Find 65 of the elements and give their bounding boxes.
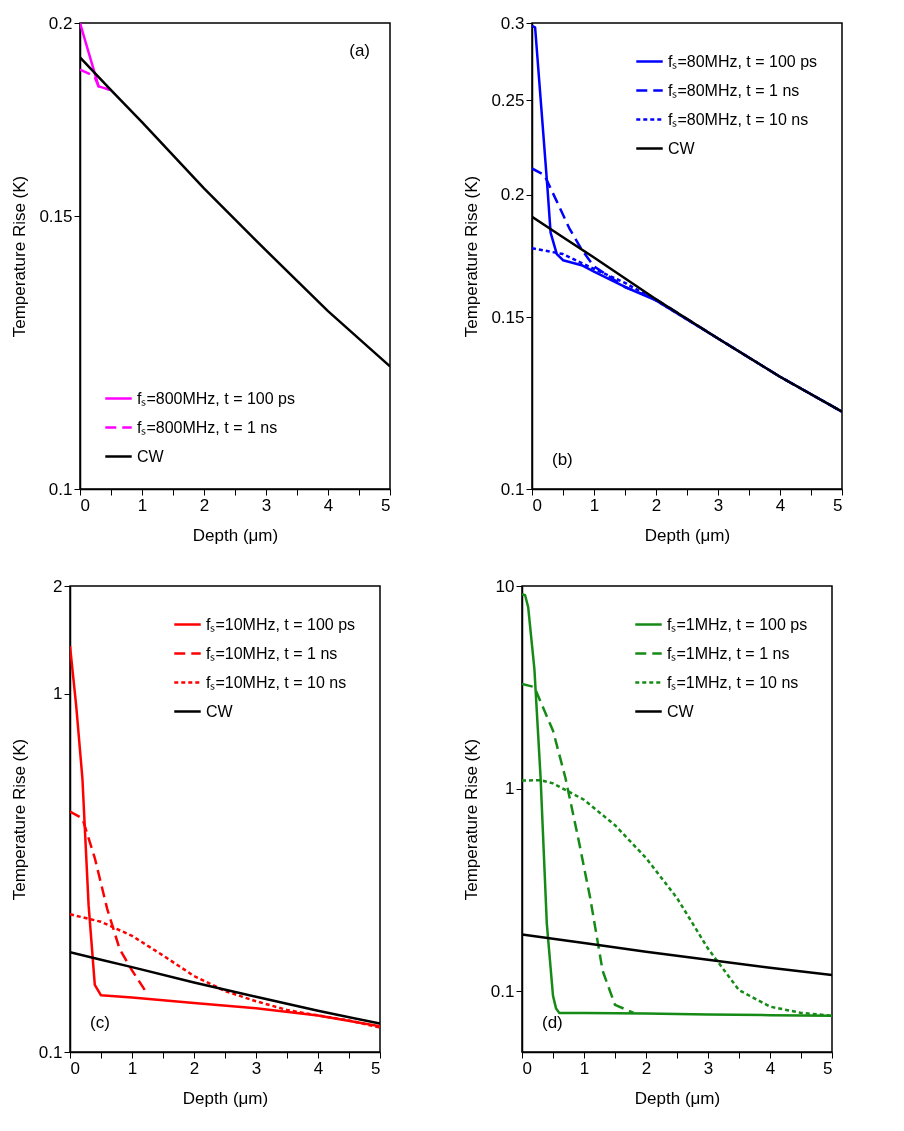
legend-label: fₛ=1MHz, t = 1 ns xyxy=(667,644,790,662)
x-tick-label: 4 xyxy=(775,495,786,515)
legend-label: fₛ=80MHz, t = 1 ns xyxy=(668,81,800,99)
x-tick-label: 2 xyxy=(199,495,210,515)
x-tick-label: 0 xyxy=(532,495,542,515)
x-tick-label: 3 xyxy=(251,1058,262,1078)
y-tick-label: 10 xyxy=(495,576,515,596)
x-axis-title: Depth (μm) xyxy=(644,525,731,545)
legend-label: fₛ=80MHz, t = 10 ns xyxy=(668,110,809,128)
x-tick-label: 4 xyxy=(323,495,334,515)
x-tick-label: 3 xyxy=(703,1058,714,1078)
annotation: (d) xyxy=(542,1013,563,1032)
legend-label: fₛ=1MHz, t = 10 ns xyxy=(667,673,799,691)
legend-label: fₛ=10MHz, t = 10 ns xyxy=(206,673,347,691)
y-tick-label: 1 xyxy=(505,779,515,799)
x-axis-title: Depth (μm) xyxy=(182,1088,269,1108)
legend-label: fₛ=10MHz, t = 1 ns xyxy=(206,644,338,662)
y-axis-title: Temperature Rise (K) xyxy=(462,175,482,338)
y-tick-label: 0.3 xyxy=(500,13,525,33)
y-axis-title: Temperature Rise (K) xyxy=(10,175,30,338)
x-tick-label: 2 xyxy=(641,1058,652,1078)
x-tick-label: 4 xyxy=(765,1058,776,1078)
annotation: (c) xyxy=(90,1013,110,1032)
legend-label: CW xyxy=(137,447,165,465)
y-tick-label: 0.15 xyxy=(39,206,73,226)
x-tick-label: 5 xyxy=(381,495,391,515)
x-tick-label: 5 xyxy=(371,1058,381,1078)
legend-label: CW xyxy=(667,702,695,720)
legend-label: CW xyxy=(206,702,234,720)
y-tick-label: 2 xyxy=(53,576,63,596)
legend-label: CW xyxy=(668,139,696,157)
y-tick-label: 0.15 xyxy=(491,307,525,327)
x-tick-label: 1 xyxy=(137,495,148,515)
x-tick-label: 5 xyxy=(823,1058,833,1078)
y-axis-title: Temperature Rise (K) xyxy=(9,738,29,901)
x-axis-title: Depth (μm) xyxy=(192,525,279,545)
y-tick-label: 1 xyxy=(53,684,63,704)
legend-label: fₛ=800MHz, t = 100 ps xyxy=(137,389,295,407)
x-tick-label: 0 xyxy=(70,1058,80,1078)
x-tick-label: 3 xyxy=(261,495,272,515)
annotation: (b) xyxy=(552,450,573,469)
y-axis-title: Temperature Rise (K) xyxy=(461,738,481,901)
x-tick-label: 2 xyxy=(189,1058,200,1078)
y-tick-label: 0.1 xyxy=(500,479,525,499)
x-tick-label: 3 xyxy=(713,495,724,515)
y-tick-label: 0.1 xyxy=(490,981,515,1001)
y-tick-label: 0.2 xyxy=(48,13,73,33)
legend-label: fₛ=10MHz, t = 100 ps xyxy=(206,615,356,633)
y-tick-label: 0.1 xyxy=(38,1042,63,1062)
x-tick-label: 2 xyxy=(651,495,662,515)
legend-label: fₛ=1MHz, t = 100 ps xyxy=(667,615,808,633)
x-tick-label: 5 xyxy=(833,495,843,515)
x-tick-label: 0 xyxy=(522,1058,532,1078)
y-tick-label: 0.25 xyxy=(491,90,525,110)
annotation: (a) xyxy=(349,41,370,60)
legend-label: fₛ=80MHz, t = 100 ps xyxy=(668,52,818,70)
x-tick-label: 1 xyxy=(579,1058,590,1078)
x-tick-label: 4 xyxy=(313,1058,324,1078)
y-tick-label: 0.2 xyxy=(500,185,525,205)
x-axis-title: Depth (μm) xyxy=(634,1088,721,1108)
legend-label: fₛ=800MHz, t = 1 ns xyxy=(137,418,278,436)
y-tick-label: 0.1 xyxy=(48,479,73,499)
x-tick-label: 0 xyxy=(80,495,90,515)
x-tick-label: 1 xyxy=(589,495,600,515)
x-tick-label: 1 xyxy=(127,1058,138,1078)
